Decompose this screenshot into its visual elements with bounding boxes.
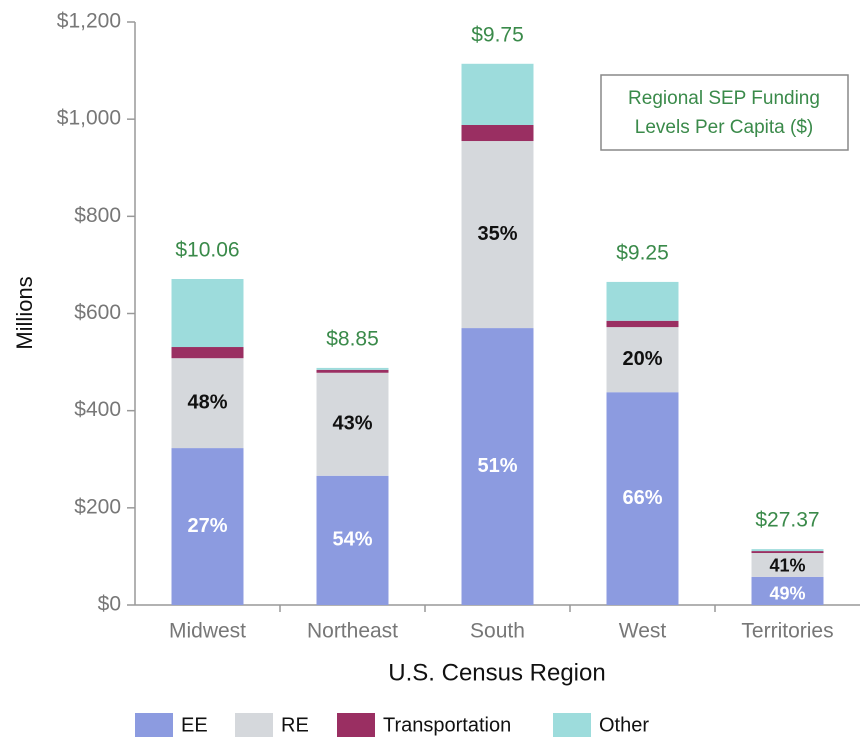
top-label: $10.06	[175, 239, 239, 262]
bar-segment	[751, 549, 824, 552]
bar-segment	[461, 124, 534, 142]
bar-segment	[316, 372, 389, 476]
bar-segment	[171, 358, 244, 449]
legend-label: EE	[181, 714, 208, 736]
x-axis-label: U.S. Census Region	[388, 659, 605, 686]
legend-swatch	[235, 713, 273, 737]
bar-segment	[751, 553, 824, 577]
bar-segment	[751, 551, 824, 554]
legend-swatch	[337, 713, 375, 737]
bar-segment	[606, 320, 679, 328]
annotation-box	[600, 74, 849, 151]
x-tick-label: Midwest	[169, 620, 246, 643]
y-tick-label: $600	[74, 301, 121, 324]
segment-label: 54%	[332, 529, 372, 551]
legend-label: Transportation	[383, 714, 511, 736]
bar-segment	[316, 475, 389, 605]
y-tick-label: $800	[74, 204, 121, 227]
segment-label: 27%	[187, 515, 227, 537]
bar-segment	[461, 63, 534, 125]
y-tick-label: $400	[74, 398, 121, 421]
legend-swatch	[553, 713, 591, 737]
top-label: $9.25	[616, 241, 669, 264]
y-tick-label: $1,200	[57, 10, 121, 33]
legend-swatch	[135, 713, 173, 737]
bar-segment	[461, 328, 534, 605]
top-label: $9.75	[471, 23, 524, 46]
legend-label: Other	[599, 714, 649, 736]
segment-label: 20%	[622, 348, 662, 370]
bar-segment	[171, 347, 244, 359]
x-tick-label: Territories	[741, 620, 833, 643]
bar-segment	[751, 576, 824, 605]
bar-segment	[606, 392, 679, 605]
legend-label: RE	[281, 714, 309, 736]
x-tick-label: West	[619, 620, 667, 643]
x-tick-label: South	[470, 620, 525, 643]
y-tick-label: $0	[98, 593, 121, 616]
bar-segment	[171, 448, 244, 605]
bar-segment	[316, 369, 389, 373]
bar-segment	[606, 281, 679, 321]
top-label: $27.37	[755, 509, 819, 532]
x-tick-label: Northeast	[307, 620, 398, 643]
y-tick-label: $1,000	[57, 107, 121, 130]
annotation: Regional SEP Funding	[628, 88, 820, 109]
segment-label: 35%	[477, 223, 517, 245]
y-axis-label: Millions	[12, 276, 37, 349]
segment-label: 41%	[769, 556, 805, 576]
bar-segment	[461, 141, 534, 329]
bar-segment	[606, 327, 679, 393]
y-tick-label: $200	[74, 495, 121, 518]
annotation: Levels Per Capita ($)	[635, 117, 813, 138]
segment-label: 66%	[622, 487, 662, 509]
segment-label: 49%	[769, 584, 805, 604]
top-label: $8.85	[326, 327, 379, 350]
segment-label: 48%	[187, 391, 227, 413]
segment-label: 43%	[332, 413, 372, 435]
bar-segment	[316, 367, 389, 370]
segment-label: 51%	[477, 455, 517, 477]
bar-segment	[171, 279, 244, 348]
